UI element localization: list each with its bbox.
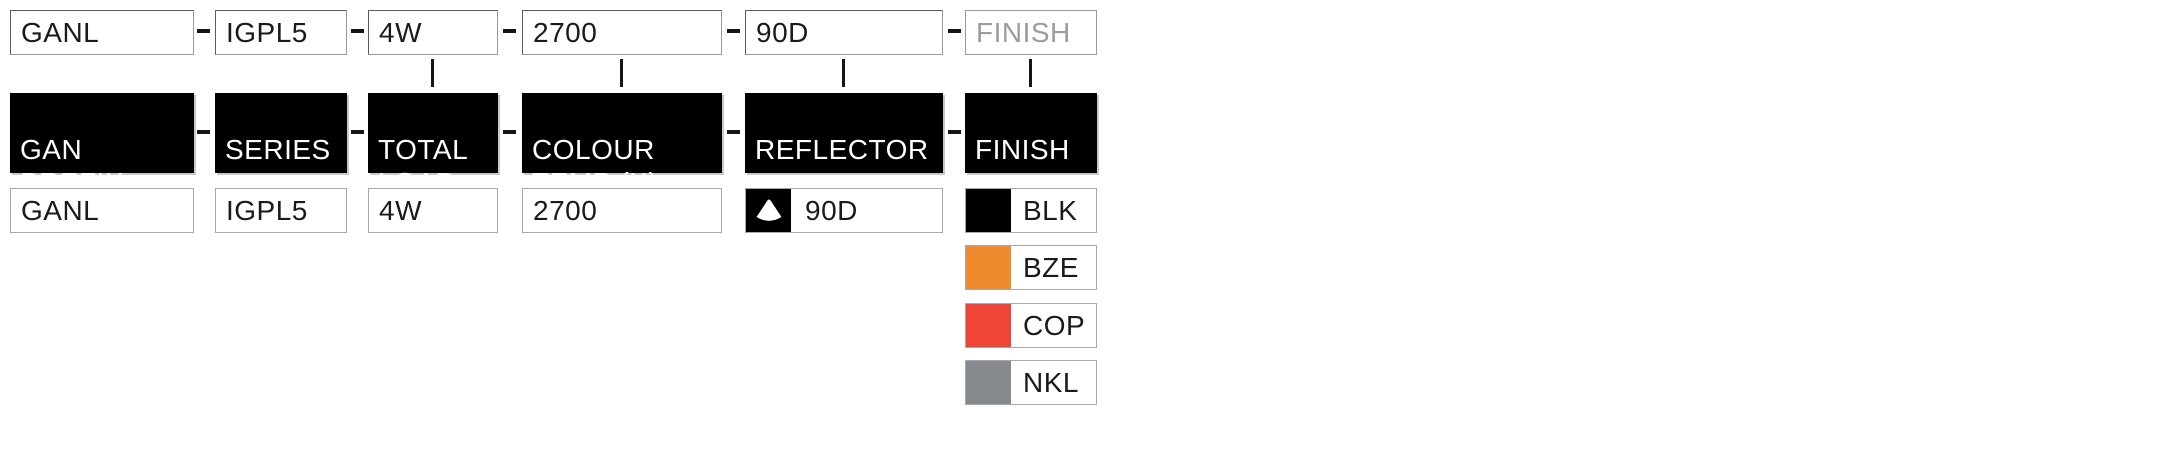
dash-separator xyxy=(503,29,516,33)
finish-swatch-nkl xyxy=(966,361,1011,404)
dash-separator xyxy=(197,29,210,33)
header-gan-prefix: GAN PREFIX xyxy=(10,93,194,198)
reflector-beam-icon xyxy=(746,189,791,232)
connector-line xyxy=(842,59,845,87)
finish-option-bze[interactable]: BZE xyxy=(965,245,1097,290)
finish-option-nkl[interactable]: NKL xyxy=(965,360,1097,405)
connector-line xyxy=(620,59,623,87)
dash-separator xyxy=(197,130,210,134)
finish-option-cop[interactable]: COP xyxy=(965,303,1097,348)
finish-swatch-bze xyxy=(966,246,1011,289)
header-series-label: SERIES xyxy=(225,134,331,165)
connector-line xyxy=(431,59,434,87)
header-finish-label: FINISH xyxy=(975,134,1070,165)
code-field-colour-temp[interactable]: 2700 xyxy=(522,10,722,55)
header-finish: FINISH xyxy=(965,93,1097,173)
dash-separator xyxy=(351,29,364,33)
header-total-load: TOTAL LOAD xyxy=(368,93,498,198)
header-colour-temp-label: COLOUR TEMP (K) xyxy=(532,134,659,198)
header-series: SERIES xyxy=(215,93,347,173)
option-series-value: IGPL5 xyxy=(226,194,308,226)
code-field-finish-placeholder: FINISH xyxy=(976,16,1071,48)
option-gan-prefix: GANL xyxy=(10,188,194,233)
header-colour-temp: COLOUR TEMP (K) xyxy=(522,93,722,198)
dash-separator xyxy=(351,130,364,134)
dash-separator xyxy=(948,130,961,134)
code-field-colour-temp-value: 2700 xyxy=(533,16,598,48)
code-field-finish[interactable]: FINISH xyxy=(965,10,1097,55)
option-colour-temp: 2700 xyxy=(522,188,722,233)
code-field-reflector-value: 90D xyxy=(756,16,809,48)
option-series: IGPL5 xyxy=(215,188,347,233)
option-total-load-value: 4W xyxy=(379,194,422,226)
option-colour-temp-value: 2700 xyxy=(533,194,598,226)
connector-line xyxy=(1029,59,1032,87)
finish-swatch-blk xyxy=(966,189,1011,232)
dash-separator xyxy=(727,130,740,134)
finish-option-blk[interactable]: BLK xyxy=(965,188,1097,233)
code-field-reflector[interactable]: 90D xyxy=(745,10,943,55)
dash-separator xyxy=(503,130,516,134)
dash-separator xyxy=(727,29,740,33)
option-total-load: 4W xyxy=(368,188,498,233)
finish-option-cop-label: COP xyxy=(1023,309,1086,341)
option-reflector-value: 90D xyxy=(805,194,858,226)
finish-option-nkl-label: NKL xyxy=(1023,366,1079,398)
finish-option-blk-label: BLK xyxy=(1023,194,1078,226)
code-field-series-value: IGPL5 xyxy=(226,16,308,48)
option-reflector: 90D xyxy=(745,188,943,233)
dash-separator xyxy=(948,29,961,33)
code-field-gan-prefix[interactable]: GANL xyxy=(10,10,194,55)
code-field-total-load-value: 4W xyxy=(379,16,422,48)
header-reflector: REFLECTOR xyxy=(745,93,943,173)
code-field-gan-prefix-value: GANL xyxy=(21,16,100,48)
finish-option-bze-label: BZE xyxy=(1023,251,1079,283)
code-field-series[interactable]: IGPL5 xyxy=(215,10,347,55)
option-gan-prefix-value: GANL xyxy=(21,194,100,226)
finish-swatch-cop xyxy=(966,304,1011,347)
header-reflector-label: REFLECTOR xyxy=(755,134,929,165)
code-field-total-load[interactable]: 4W xyxy=(368,10,498,55)
